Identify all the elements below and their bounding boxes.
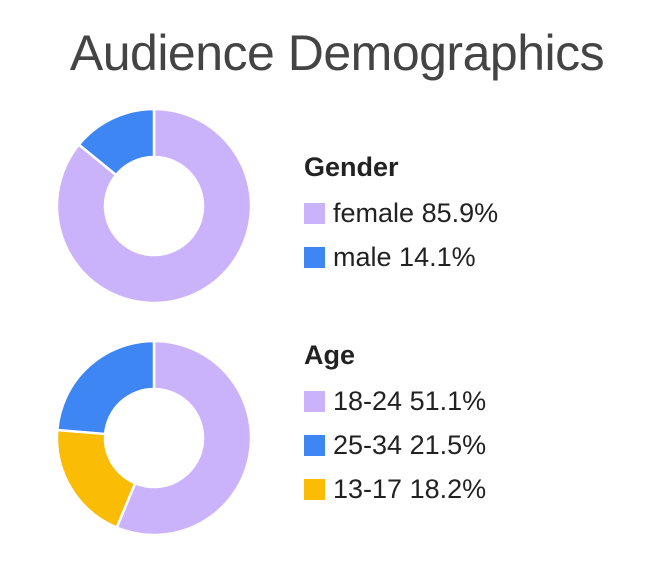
legend-item-25-34: 25-34 21.5% <box>304 423 486 467</box>
legend-swatch-13-17 <box>304 478 325 500</box>
legend-text-18-24: 18-24 51.1% <box>333 385 487 416</box>
age-legend: Age 18-24 51.1% 25-34 21.5% 13-17 18.2% <box>304 338 486 511</box>
legend-text-female: female 85.9% <box>333 197 499 228</box>
gender-slice-male <box>77 107 156 177</box>
legend-item-18-24: 18-24 51.1% <box>304 379 486 423</box>
legend-text-male: male 14.1% <box>333 241 476 272</box>
legend-item-male: male 14.1% <box>304 235 498 279</box>
gender-legend-title: Gender <box>304 152 399 182</box>
age-slice-25-34 <box>55 339 156 436</box>
age-legend-title: Age <box>304 340 356 370</box>
legend-text-13-17: 13-17 18.2% <box>333 473 487 504</box>
gender-donut-chart <box>55 107 253 305</box>
legend-item-female: female 85.9% <box>304 191 498 235</box>
gender-slice-female <box>55 107 253 305</box>
age-slice-13-17 <box>55 428 137 530</box>
legend-item-13-17: 13-17 18.2% <box>304 467 486 511</box>
gender-legend: Gender female 85.9% male 14.1% <box>304 150 498 279</box>
legend-swatch-25-34 <box>304 434 325 456</box>
legend-swatch-male <box>304 246 325 268</box>
age-slice-18-24 <box>115 339 253 537</box>
legend-swatch-female <box>304 202 325 224</box>
age-donut-chart <box>55 339 253 537</box>
legend-swatch-18-24 <box>304 390 325 412</box>
page-title: Audience Demographics <box>69 25 605 81</box>
legend-text-25-34: 25-34 21.5% <box>333 429 487 460</box>
